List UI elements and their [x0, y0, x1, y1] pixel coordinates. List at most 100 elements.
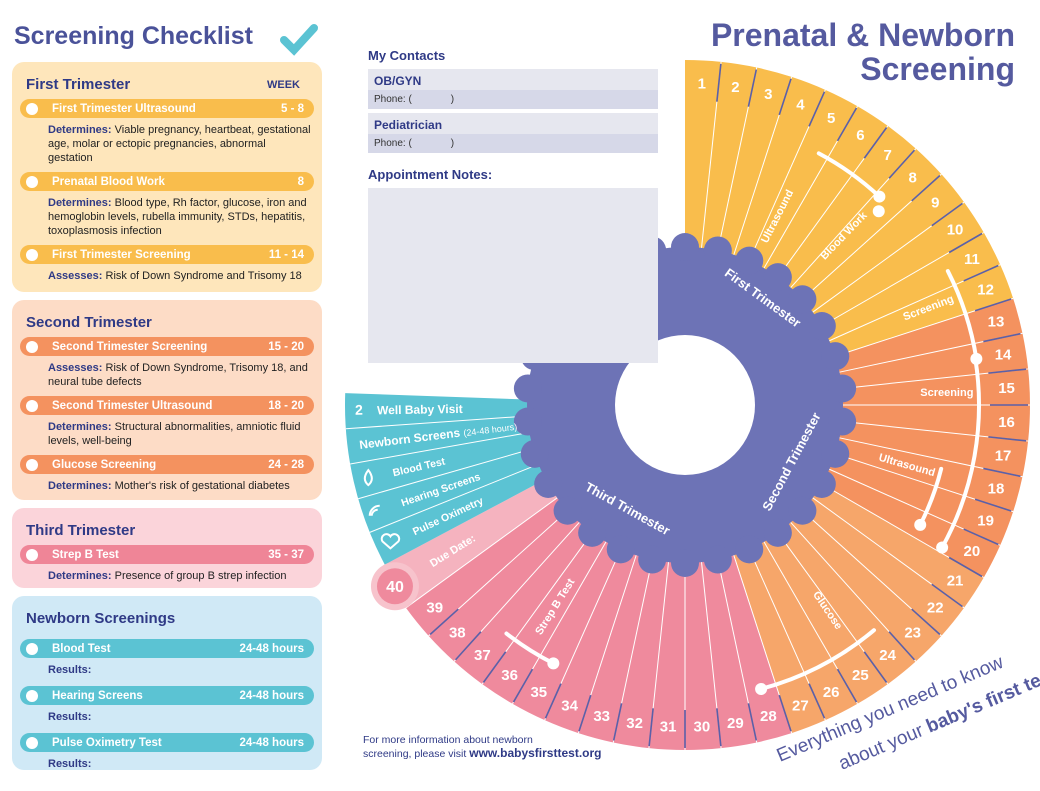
screening-item: First Trimester Screening 11 - 14 [20, 245, 314, 264]
range-dot [936, 541, 949, 554]
description-label: Determines: [48, 124, 112, 136]
week-tick [983, 467, 1021, 478]
week-divider [405, 492, 564, 609]
notes-box [368, 188, 658, 363]
contact-label: Pediatrician [368, 113, 658, 134]
week-tick [747, 703, 758, 741]
week-tick [974, 498, 1012, 512]
week-segment [454, 516, 597, 685]
item-weeks: 5 - 8 [280, 102, 304, 115]
week-number: 21 [947, 572, 964, 589]
week-number: 11 [964, 251, 980, 268]
week-number: 29 [727, 715, 744, 732]
contact-phone: Phone: ( ) [368, 134, 658, 153]
range-dot [547, 657, 560, 670]
description-text: Risk of Down Syndrome and Trisomy 18 [105, 270, 302, 282]
hub-scallop [534, 470, 563, 498]
checklist-section: Second Trimester Second Trimester Screeni… [12, 300, 322, 500]
header: Prenatal & Newborn Screening [711, 18, 1015, 86]
item-bullet [26, 340, 38, 353]
range-arc [759, 628, 876, 691]
footer-text: screening, please visit [363, 748, 467, 760]
week-number: 19 [977, 512, 994, 529]
week-tick [808, 91, 826, 127]
week-tick [578, 694, 592, 732]
week-tick [963, 528, 999, 546]
week-number: 15 [998, 380, 1015, 397]
week-tick [836, 668, 858, 703]
week-number: 7 [883, 147, 891, 164]
week-segment [785, 148, 942, 305]
item-description: Results: [48, 710, 312, 724]
footer-url: www.babysfirsttest.org [469, 746, 602, 760]
description-label: Results: [48, 711, 92, 723]
item-description: Assesses: Risk of Down Syndrome and Tris… [48, 269, 312, 283]
week-segment [685, 554, 722, 750]
item-description: Determines: Mother's risk of gestational… [48, 479, 312, 493]
checklist-section: Third Trimester Strep B Test 35 - 37 Determ… [12, 508, 322, 588]
week-number: 1 [698, 75, 706, 92]
section-header: Second Trimester [12, 314, 322, 334]
week-number: 5 [827, 110, 835, 127]
item-description: Determines: Structural abnormalities, am… [48, 420, 312, 448]
week-header: WEEK [267, 79, 300, 91]
week-number: 23 [904, 625, 921, 642]
section-header: Third Trimester [12, 522, 322, 542]
week-segment [648, 554, 685, 750]
week-segment [814, 466, 1001, 578]
week-tick [963, 264, 999, 282]
hub-scallop [763, 263, 792, 292]
week-number: 35 [530, 684, 547, 701]
week-tick [512, 668, 534, 703]
item-weeks: 24-48 hours [239, 642, 304, 655]
week-number: 30 [694, 719, 711, 736]
hub-scallop [513, 407, 542, 436]
week-segment [700, 61, 757, 259]
range-dot [914, 518, 927, 531]
heart-icon [380, 533, 401, 550]
item-weeks: 35 - 37 [268, 548, 304, 561]
item-bullet [26, 642, 38, 655]
week-tick [911, 174, 941, 202]
description-label: Assesses: [48, 362, 103, 374]
hub-scallop [735, 535, 764, 564]
week-tick [544, 683, 562, 719]
week-tick [716, 63, 722, 102]
week-segment [512, 534, 624, 721]
week-segment [834, 405, 1030, 442]
section-header: Newborn Screenings [12, 610, 322, 630]
footer-line: For more information about newborn [363, 734, 533, 746]
description-text: Viable pregnancy, heartbeat, gestational… [48, 124, 311, 164]
week-number: 8 [909, 169, 917, 186]
week-tick [747, 69, 758, 107]
hearing-icon [368, 504, 380, 516]
week-segment [796, 493, 965, 636]
hub-scallop [763, 518, 792, 547]
visit-label: Well Baby Visit [377, 402, 463, 417]
item-bullet [26, 458, 38, 471]
contacts-title: My Contacts [368, 48, 446, 63]
section-header: First Trimester WEEK [12, 76, 322, 96]
week-number: 39 [426, 600, 443, 617]
week-tick [988, 368, 1027, 374]
week-number: 14 [995, 347, 1012, 364]
item-name: Blood Test [52, 642, 111, 655]
screening-item: First Trimester Ultrasound 5 - 8 [20, 99, 314, 118]
week-number: 27 [792, 698, 809, 715]
week-tick [983, 332, 1021, 343]
week-tick [836, 107, 858, 142]
week-segment [760, 106, 888, 284]
hub-scallop [513, 374, 542, 403]
week-segment [716, 547, 792, 743]
band-divider [358, 445, 541, 500]
item-description: Results: [48, 757, 312, 771]
description-label: Determines: [48, 480, 112, 492]
band-divider [350, 430, 538, 465]
week-tick [778, 78, 792, 116]
week-segment [834, 368, 1030, 405]
screening-item: Prenatal Blood Work 8 [20, 172, 314, 191]
description-text: Blood type, Rh factor, glucose, iron and… [48, 197, 307, 237]
week-segment [746, 534, 858, 721]
item-weeks: 18 - 20 [268, 399, 304, 412]
week-number: 12 [977, 282, 994, 299]
